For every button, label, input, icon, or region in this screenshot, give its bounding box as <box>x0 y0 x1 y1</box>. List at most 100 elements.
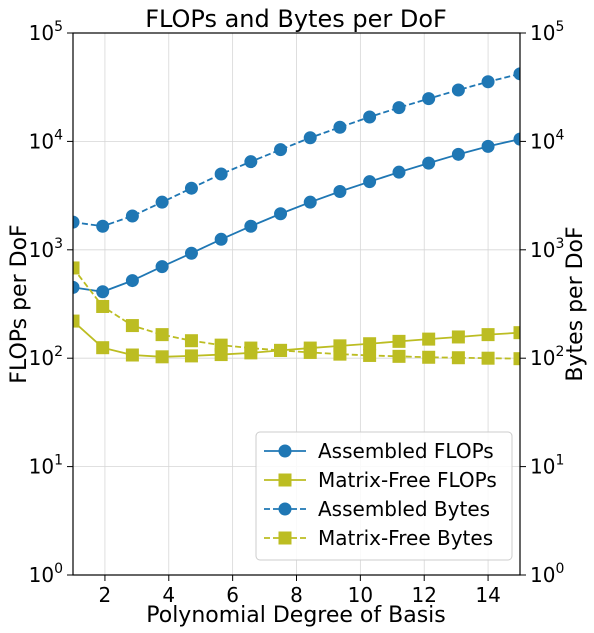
y2-tick-label: 104 <box>530 127 564 153</box>
data-point <box>303 131 317 145</box>
y-tick-label: 102 <box>29 344 63 370</box>
data-point <box>422 350 436 364</box>
legend-item: Matrix-Free Bytes <box>264 526 493 550</box>
tick-base: 10 <box>29 129 54 153</box>
x-tick-label: 8 <box>290 583 303 607</box>
data-point <box>392 101 406 115</box>
data-point <box>333 120 347 134</box>
data-point <box>481 75 495 89</box>
y2-tick-label: 103 <box>530 236 564 262</box>
tick-exponent: 0 <box>54 561 63 577</box>
data-point <box>214 167 228 181</box>
data-point <box>451 147 465 161</box>
tick-exponent: 2 <box>555 344 564 360</box>
data-point <box>513 132 520 146</box>
tick-base: 10 <box>530 238 555 262</box>
data-point <box>155 350 169 364</box>
tick-exponent: 5 <box>54 19 63 35</box>
legend-box <box>255 431 513 561</box>
data-point <box>214 232 228 246</box>
x-tick-label: 14 <box>475 583 500 607</box>
y-tick-label: 105 <box>29 19 63 45</box>
x-axis-label: Polynomial Degree of Basis <box>146 603 445 628</box>
data-point <box>451 330 465 344</box>
data-point <box>125 209 139 223</box>
data-point <box>392 334 406 348</box>
x-tick-label: 4 <box>162 583 175 607</box>
data-point <box>422 156 436 170</box>
tick-base: 10 <box>530 563 555 587</box>
tick-exponent: 1 <box>555 453 564 469</box>
data-point <box>451 351 465 365</box>
data-point <box>303 195 317 209</box>
tick-base: 10 <box>29 346 54 370</box>
legend-item: Assembled FLOPs <box>264 439 494 463</box>
legend-label: Matrix-Free FLOPs <box>318 468 497 492</box>
data-point <box>155 328 169 342</box>
tick-base: 10 <box>29 238 54 262</box>
x-tick-label: 12 <box>411 583 436 607</box>
data-point <box>451 83 465 97</box>
tick-base: 10 <box>530 455 555 479</box>
y2-tick-label: 101 <box>530 453 564 479</box>
tick-base: 10 <box>530 346 555 370</box>
x-tick-label: 2 <box>99 583 112 607</box>
tick-exponent: 3 <box>555 236 564 252</box>
series-line <box>73 267 520 360</box>
x-tick-label: 10 <box>348 583 373 607</box>
legend-marker <box>278 444 292 458</box>
tick-exponent: 4 <box>555 127 564 143</box>
data-point <box>244 341 258 355</box>
legend-item: Matrix-Free FLOPs <box>264 468 497 492</box>
legend-marker <box>278 473 292 487</box>
data-point <box>73 314 80 328</box>
y2-tick-label: 100 <box>530 561 564 587</box>
tick-base: 10 <box>29 563 54 587</box>
series-assembled-flops <box>73 132 520 299</box>
data-point <box>392 165 406 179</box>
data-point <box>422 92 436 106</box>
data-point <box>125 319 139 333</box>
y2-axis-label: Bytes per DoF <box>563 226 588 381</box>
tick-exponent: 3 <box>54 236 63 252</box>
series-line <box>73 72 520 228</box>
data-point <box>184 334 198 348</box>
data-point <box>422 332 436 346</box>
legend-label: Matrix-Free Bytes <box>318 526 493 550</box>
data-point <box>392 349 406 363</box>
data-point <box>513 326 520 340</box>
data-point <box>73 261 80 275</box>
y-tick-label: 100 <box>29 561 63 587</box>
legend-marker <box>278 502 292 516</box>
data-point <box>333 347 347 361</box>
tick-exponent: 0 <box>555 561 564 577</box>
data-point <box>363 348 377 362</box>
legend-label: Assembled Bytes <box>318 497 490 521</box>
series-line <box>73 320 520 358</box>
data-point <box>303 345 317 359</box>
legend-marker <box>278 531 292 545</box>
x-tick-label: 6 <box>226 583 239 607</box>
legend-item: Assembled Bytes <box>264 497 490 521</box>
y-tick-label: 104 <box>29 127 63 153</box>
chart-title: FLOPs and Bytes per DoF <box>145 5 447 33</box>
y2-tick-label: 105 <box>530 19 564 45</box>
y-tick-label: 103 <box>29 236 63 262</box>
data-point <box>513 67 520 81</box>
data-point <box>184 349 198 363</box>
data-point <box>333 185 347 199</box>
data-point <box>274 143 288 157</box>
data-point <box>481 139 495 153</box>
data-point <box>184 246 198 260</box>
tick-exponent: 4 <box>54 127 63 143</box>
y-axis-label: FLOPs per DoF <box>7 224 32 383</box>
data-point <box>363 337 377 351</box>
series-line <box>73 138 520 293</box>
data-point <box>244 155 258 169</box>
data-point <box>481 351 495 365</box>
data-point <box>125 348 139 362</box>
data-point <box>481 328 495 342</box>
data-point <box>214 338 228 352</box>
data-point <box>96 285 110 299</box>
